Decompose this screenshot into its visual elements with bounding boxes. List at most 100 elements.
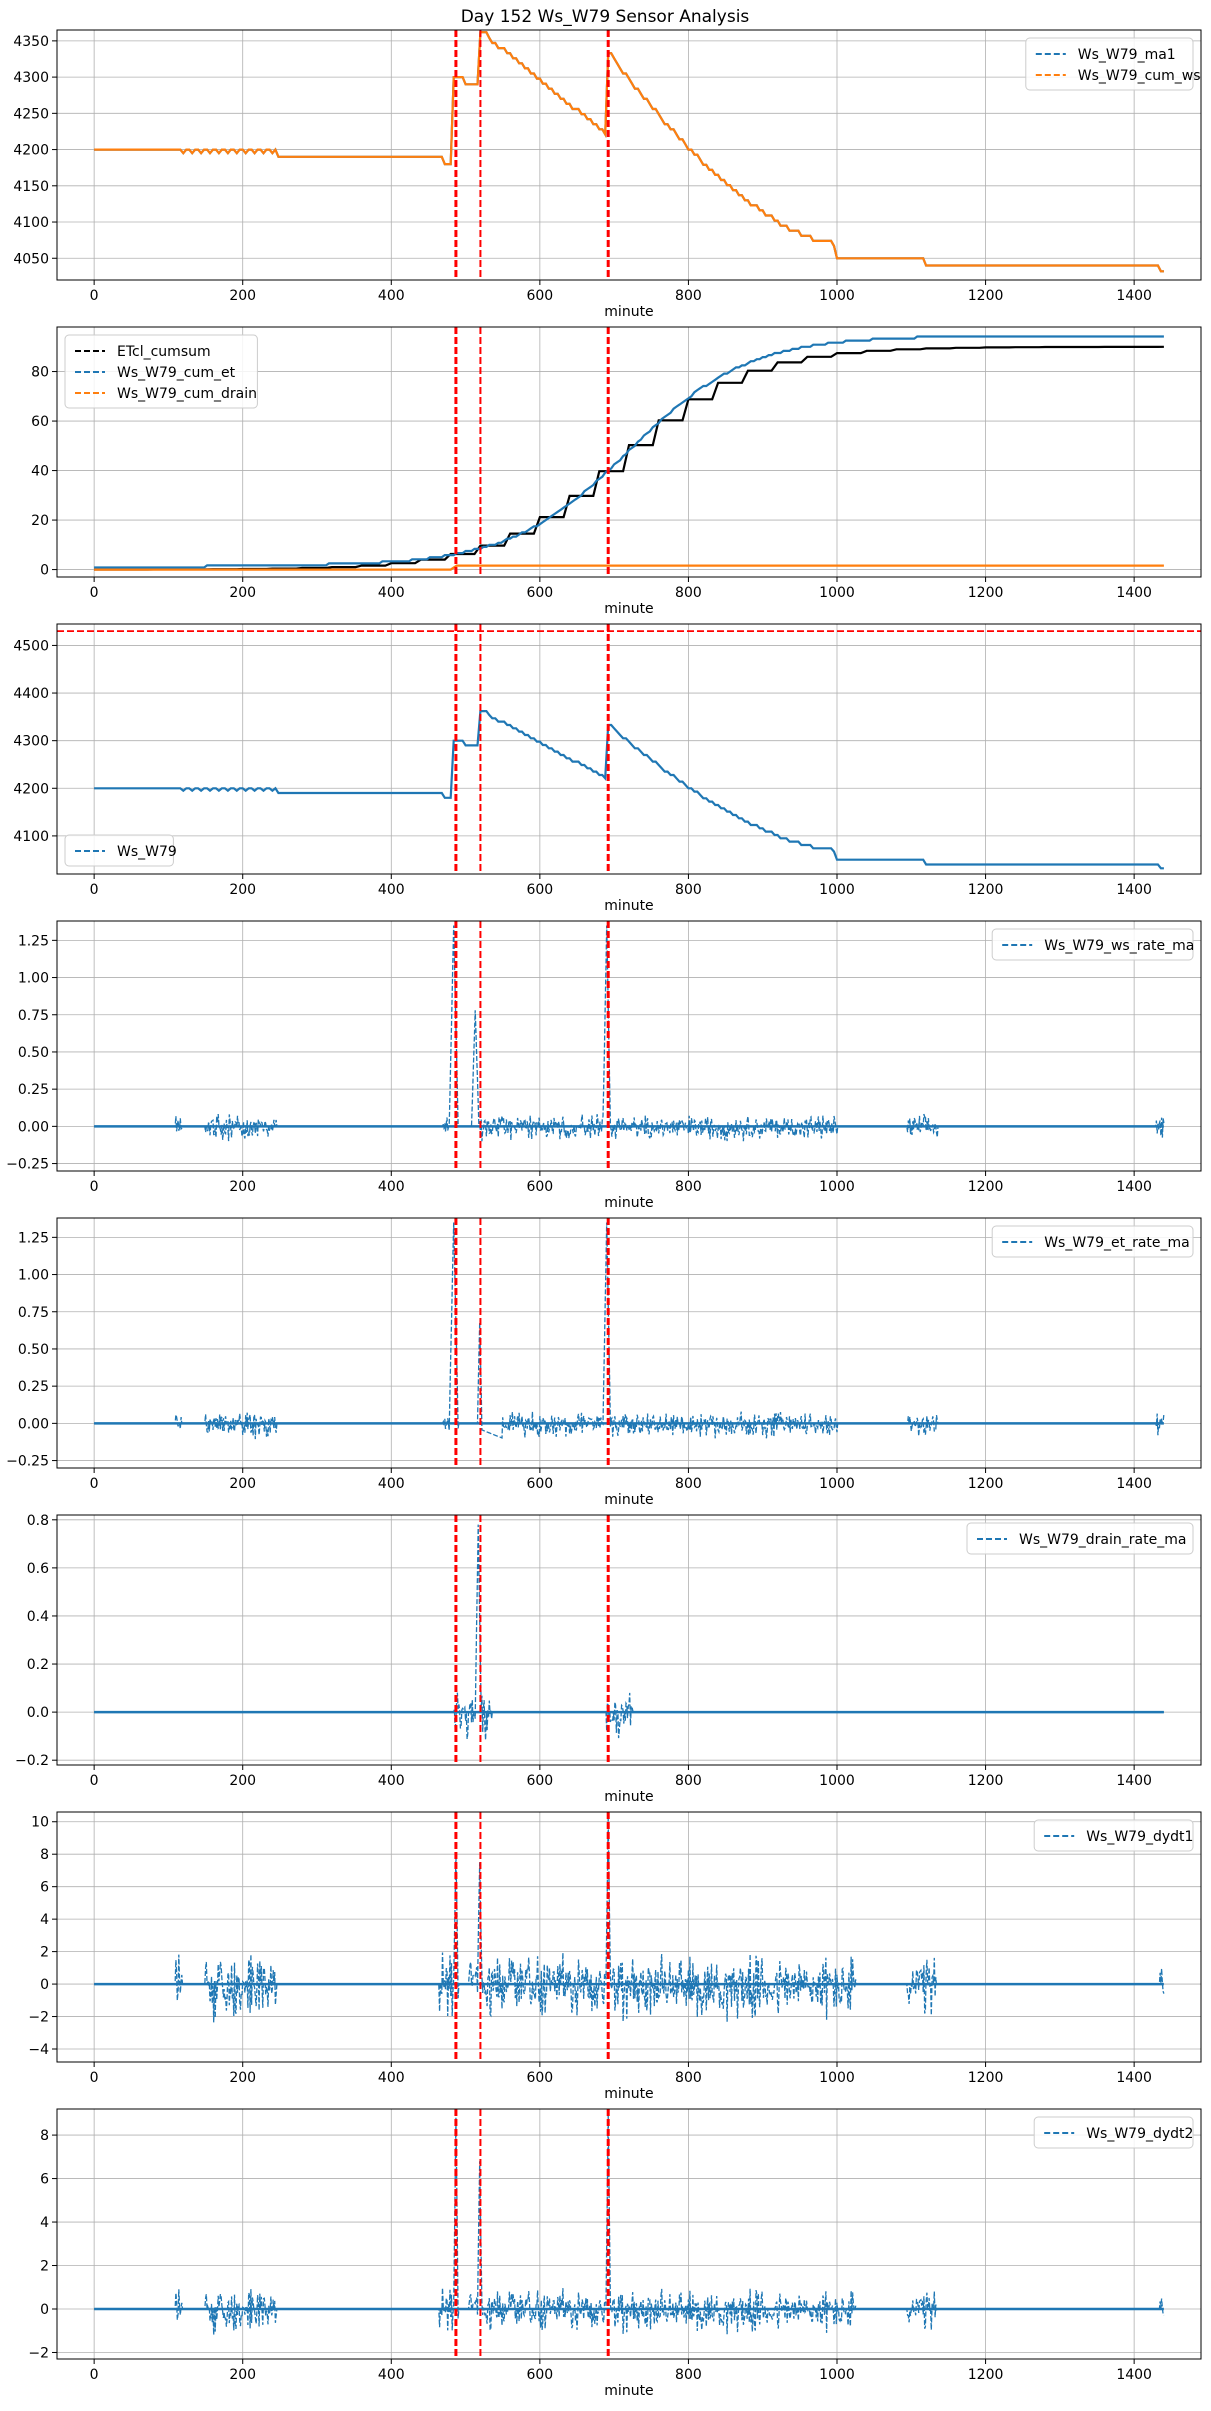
x-tick-label: 800 [675,1773,702,1789]
x-tick-label: 0 [90,882,99,898]
y-tick-label: 0.75 [18,1305,49,1321]
y-tick-label: 1.00 [18,1268,49,1284]
y-tick-label: 4 [40,1912,49,1928]
legend-label: Ws_W79_cum_drain [117,386,257,402]
x-tick-label: 200 [229,882,256,898]
plot-area [94,1524,1164,1740]
y-tick-label: 0.75 [18,1008,49,1024]
y-tick-label: 2 [40,2259,49,2275]
x-tick-label: 1200 [968,882,1004,898]
subplot-5: 0 200 400 600 800 1000 1200 1400 −0.25 0.00 0.25 0.… [6,1217,1202,1508]
x-tick-label: 1200 [968,288,1004,304]
x-tick-label: 200 [229,585,256,601]
y-tick-label: 6 [40,1880,49,1896]
x-tick-label: 800 [675,288,702,304]
y-tick-label: 4150 [13,179,49,195]
series-line-Ws_W79_cum_et [94,335,1164,569]
x-tick-label: 200 [229,1179,256,1195]
x-tick-label: 600 [526,1179,553,1195]
legend-box [1033,2116,1194,2149]
subplot-7: 0 200 400 600 800 1000 1200 1400 −4 −2 0 2 4 6 8 10 minu… [28,1811,1202,2102]
axes-frame [56,623,1202,875]
y-tick-label: 10 [31,1815,49,1831]
axes-frame [56,1217,1202,1469]
x-tick-label: 600 [526,882,553,898]
y-tick-label: 4500 [13,638,49,654]
x-tick-label: 0 [90,1179,99,1195]
legend-box [991,928,1194,961]
y-tick-label: 4350 [13,34,49,50]
y-tick-label: 0.0 [27,1705,49,1721]
x-tick-label: 1400 [1116,2367,1152,2383]
y-tick-label: −0.25 [6,1157,49,1173]
legend-box [1033,1819,1194,1852]
x-axis-label: minute [604,1789,653,1805]
x-axis-label: minute [604,2086,653,2102]
y-tick-label: 40 [31,464,49,480]
y-tick-label: 4300 [13,734,49,750]
x-tick-label: 1400 [1116,1476,1152,1492]
x-tick-label: 1200 [968,2070,1004,2086]
y-tick-label: 8 [40,1847,49,1863]
x-tick-label: 600 [526,2367,553,2383]
x-tick-label: 400 [378,585,405,601]
x-tick-label: 800 [675,2367,702,2383]
y-tick-label: 1.25 [18,933,49,949]
y-tick-label: 0.25 [18,1379,49,1395]
x-axis-label: minute [604,304,653,320]
x-tick-label: 1200 [968,2367,1004,2383]
plot-area [94,31,1164,273]
x-tick-label: 400 [378,2367,405,2383]
legend-label: Ws_W79_cum_ws [1078,68,1201,84]
x-axis-label: minute [604,2383,653,2399]
legend-label: ETcl_cumsum [117,344,211,360]
legend: Ws_W79_ma1 Ws_W79_cum_ws [1025,37,1201,91]
y-tick-label: 0.50 [18,1342,49,1358]
plot-area [94,1222,1165,1440]
x-tick-label: 800 [675,2070,702,2086]
y-tick-label: 1.00 [18,971,49,987]
y-tick-label: 0.6 [27,1561,49,1577]
y-tick-label: 6 [40,2172,49,2188]
legend: Ws_W79_et_rate_ma [991,1225,1194,1258]
y-tick-label: 0.8 [27,1513,49,1529]
series-line-Ws_W79_dydt1 [94,1818,1165,2023]
y-tick-label: 4 [40,2215,49,2231]
legend: Ws_W79 [64,834,177,867]
axes-frame [56,920,1202,1172]
legend-label: Ws_W79_dydt2 [1086,2126,1193,2142]
x-tick-label: 1400 [1116,1179,1152,1195]
x-tick-label: 800 [675,1476,702,1492]
x-tick-label: 1000 [819,882,855,898]
x-tick-label: 1200 [968,1773,1004,1789]
x-tick-label: 400 [378,1773,405,1789]
x-tick-label: 1400 [1116,585,1152,601]
plot-area [94,1818,1165,2023]
x-tick-label: 400 [378,1476,405,1492]
y-tick-label: 80 [31,365,49,381]
axes-frame [56,326,1202,578]
x-tick-label: 200 [229,2070,256,2086]
x-tick-label: 1200 [968,1476,1004,1492]
x-tick-label: 1000 [819,1476,855,1492]
y-tick-label: 0.00 [18,1119,49,1135]
x-tick-label: 200 [229,1773,256,1789]
legend-box [64,834,174,867]
x-tick-label: 1000 [819,2070,855,2086]
subplot-8: 0 200 400 600 800 1000 1200 1400 −2 0 2 4 6 8 minute Ws… [28,2108,1202,2399]
x-tick-label: 400 [378,1179,405,1195]
plot-area [94,925,1165,1142]
legend-box [64,334,258,409]
y-tick-label: 4200 [13,781,49,797]
x-tick-label: 400 [378,288,405,304]
x-tick-label: 600 [526,585,553,601]
y-tick-label: −4 [28,2042,49,2058]
axes-frame [56,2108,1202,2360]
legend-label: Ws_W79_ma1 [1078,47,1176,63]
legend-label: Ws_W79_drain_rate_ma [1019,1532,1186,1548]
series-line-Ws_W79_dydt2 [94,2113,1165,2335]
y-tick-label: 4400 [13,686,49,702]
x-tick-label: 400 [378,882,405,898]
subplot-6: 0 200 400 600 800 1000 1200 1400 −0.2 0.0 0.2 0.4 0.… [15,1513,1202,1805]
